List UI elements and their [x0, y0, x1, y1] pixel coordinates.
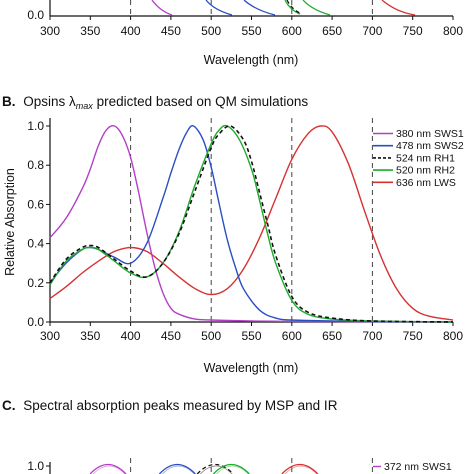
curve-fragment-sws2	[243, 0, 276, 16]
y-tick-label: 0.0	[27, 315, 44, 329]
peak-arc-sws1	[89, 463, 127, 474]
panel-c-legend: 372 nm SWS1458 nm SWS24.. nm RH1	[373, 461, 452, 474]
y-tick-label: 0.4	[27, 237, 44, 251]
x-tick-label: 650	[322, 329, 342, 343]
panel-b-y-ticks: 0.0 0.2 0.4 0.6 0.8 1.0	[27, 119, 50, 329]
panel-c-curve-fragments	[89, 463, 319, 474]
peak-arc-sws2	[158, 463, 196, 474]
peak-arc-rh1	[196, 463, 234, 474]
panel-a-x-ticks: 300 350 400 450 500 550 600 650 700 750 800	[40, 16, 463, 38]
legend-label-c-0: 372 nm SWS1	[384, 461, 452, 473]
legend-label-c-1: 458 nm SWS2	[384, 472, 452, 474]
panel-c-title: C. Spectral absorption peaks measured by…	[2, 398, 338, 413]
panel-b-x-axis-title: Wavelength (nm)	[204, 361, 299, 375]
x-tick-label: 750	[403, 24, 423, 38]
panel-b-title-pre: Opsins λ	[23, 94, 76, 109]
peak-arc-faint-sws1	[92, 465, 126, 474]
legend-label-sws1: 380 nm SWS1	[396, 128, 464, 140]
y-tick-label: 0.8	[27, 158, 44, 172]
series-line-sws1	[49, 125, 454, 323]
curve-fragment-rh1	[286, 0, 303, 15]
panel-c-letter: C.	[2, 398, 16, 413]
x-tick-label: 700	[362, 24, 382, 38]
panel-a-x-axis-title: Wavelength (nm)	[204, 53, 299, 67]
panel-b: B. Opsins λmax predicted based on QM sim…	[2, 94, 464, 375]
x-tick-label: 550	[241, 329, 261, 343]
x-tick-label: 300	[40, 329, 60, 343]
panel-a-curve-fragments	[151, 0, 416, 16]
y-tick-label: 0.6	[27, 197, 44, 211]
legend-label-rh1: 524 nm RH1	[396, 152, 455, 164]
panel-b-title-sub: max	[76, 101, 94, 111]
series-line-lws	[49, 125, 454, 321]
x-tick-label: 600	[282, 24, 302, 38]
x-tick-label: 300	[40, 24, 60, 38]
peak-arc-faint-rh1	[199, 465, 233, 474]
peak-arc-faint-lws	[284, 465, 318, 474]
curve-fragment-rh2	[302, 0, 331, 16]
series-line-rh2	[49, 124, 454, 323]
peak-arc-lws	[281, 463, 319, 474]
panel-b-reference-lines	[130, 118, 373, 322]
panel-b-title-post: predicted based on QM simulations	[93, 94, 309, 109]
x-tick-label: 450	[161, 24, 181, 38]
panel-c-reference-lines	[130, 458, 373, 474]
legend-label-lws: 636 nm LWS	[396, 177, 456, 189]
panel-a-reference-lines	[130, 0, 373, 16]
x-tick-label: 500	[201, 24, 221, 38]
panel-c-y-tick-label: 1.0	[27, 459, 44, 473]
x-tick-label: 750	[403, 329, 423, 343]
x-tick-label: 350	[80, 329, 100, 343]
panel-b-x-ticks: 300 350 400 450 500 550 600 650 700 750 800	[40, 322, 463, 343]
panel-b-y-axis-title: Relative Absorption	[3, 168, 17, 276]
x-tick-label: 650	[322, 24, 342, 38]
x-tick-label: 350	[80, 24, 100, 38]
x-tick-label: 550	[241, 24, 261, 38]
x-tick-label: 450	[161, 329, 181, 343]
legend-label-sws2: 478 nm SWS2	[396, 140, 464, 152]
x-tick-label: 800	[443, 329, 463, 343]
panel-a-y-tick-label: 0.0	[27, 8, 44, 22]
peak-arc-faint-sws2	[162, 465, 195, 474]
series-line-rh1	[49, 125, 454, 323]
panel-b-series-lines	[49, 124, 454, 323]
y-tick-label: 1.0	[27, 119, 44, 133]
curve-fragment-rh2	[284, 0, 301, 15]
panel-b-title: B. Opsins λmax predicted based on QM sim…	[2, 94, 308, 111]
panel-c: C. Spectral absorption peaks measured by…	[2, 398, 452, 474]
panel-a: 0.0 300 350 400 450 500 550 600 650 700 750 800 Wa…	[27, 0, 463, 67]
panel-b-letter: B.	[2, 94, 16, 109]
panel-c-title-text: Spectral absorption peaks measured by MS…	[23, 398, 337, 413]
series-line-sws2	[49, 125, 454, 323]
x-tick-label: 500	[201, 329, 221, 343]
legend-label-rh2: 520 nm RH2	[396, 165, 455, 177]
curve-fragment-sws1	[151, 0, 173, 16]
x-tick-label: 400	[121, 24, 141, 38]
x-tick-label: 700	[362, 329, 382, 343]
curve-fragment-sws2	[205, 0, 233, 16]
x-tick-label: 400	[121, 329, 141, 343]
peak-arc-faint-rh2	[216, 465, 249, 474]
x-tick-label: 600	[282, 329, 302, 343]
curve-fragment-lws	[381, 0, 416, 16]
peak-arc-rh2	[212, 463, 250, 474]
x-tick-label: 800	[443, 24, 463, 38]
y-tick-label: 0.2	[27, 276, 44, 290]
